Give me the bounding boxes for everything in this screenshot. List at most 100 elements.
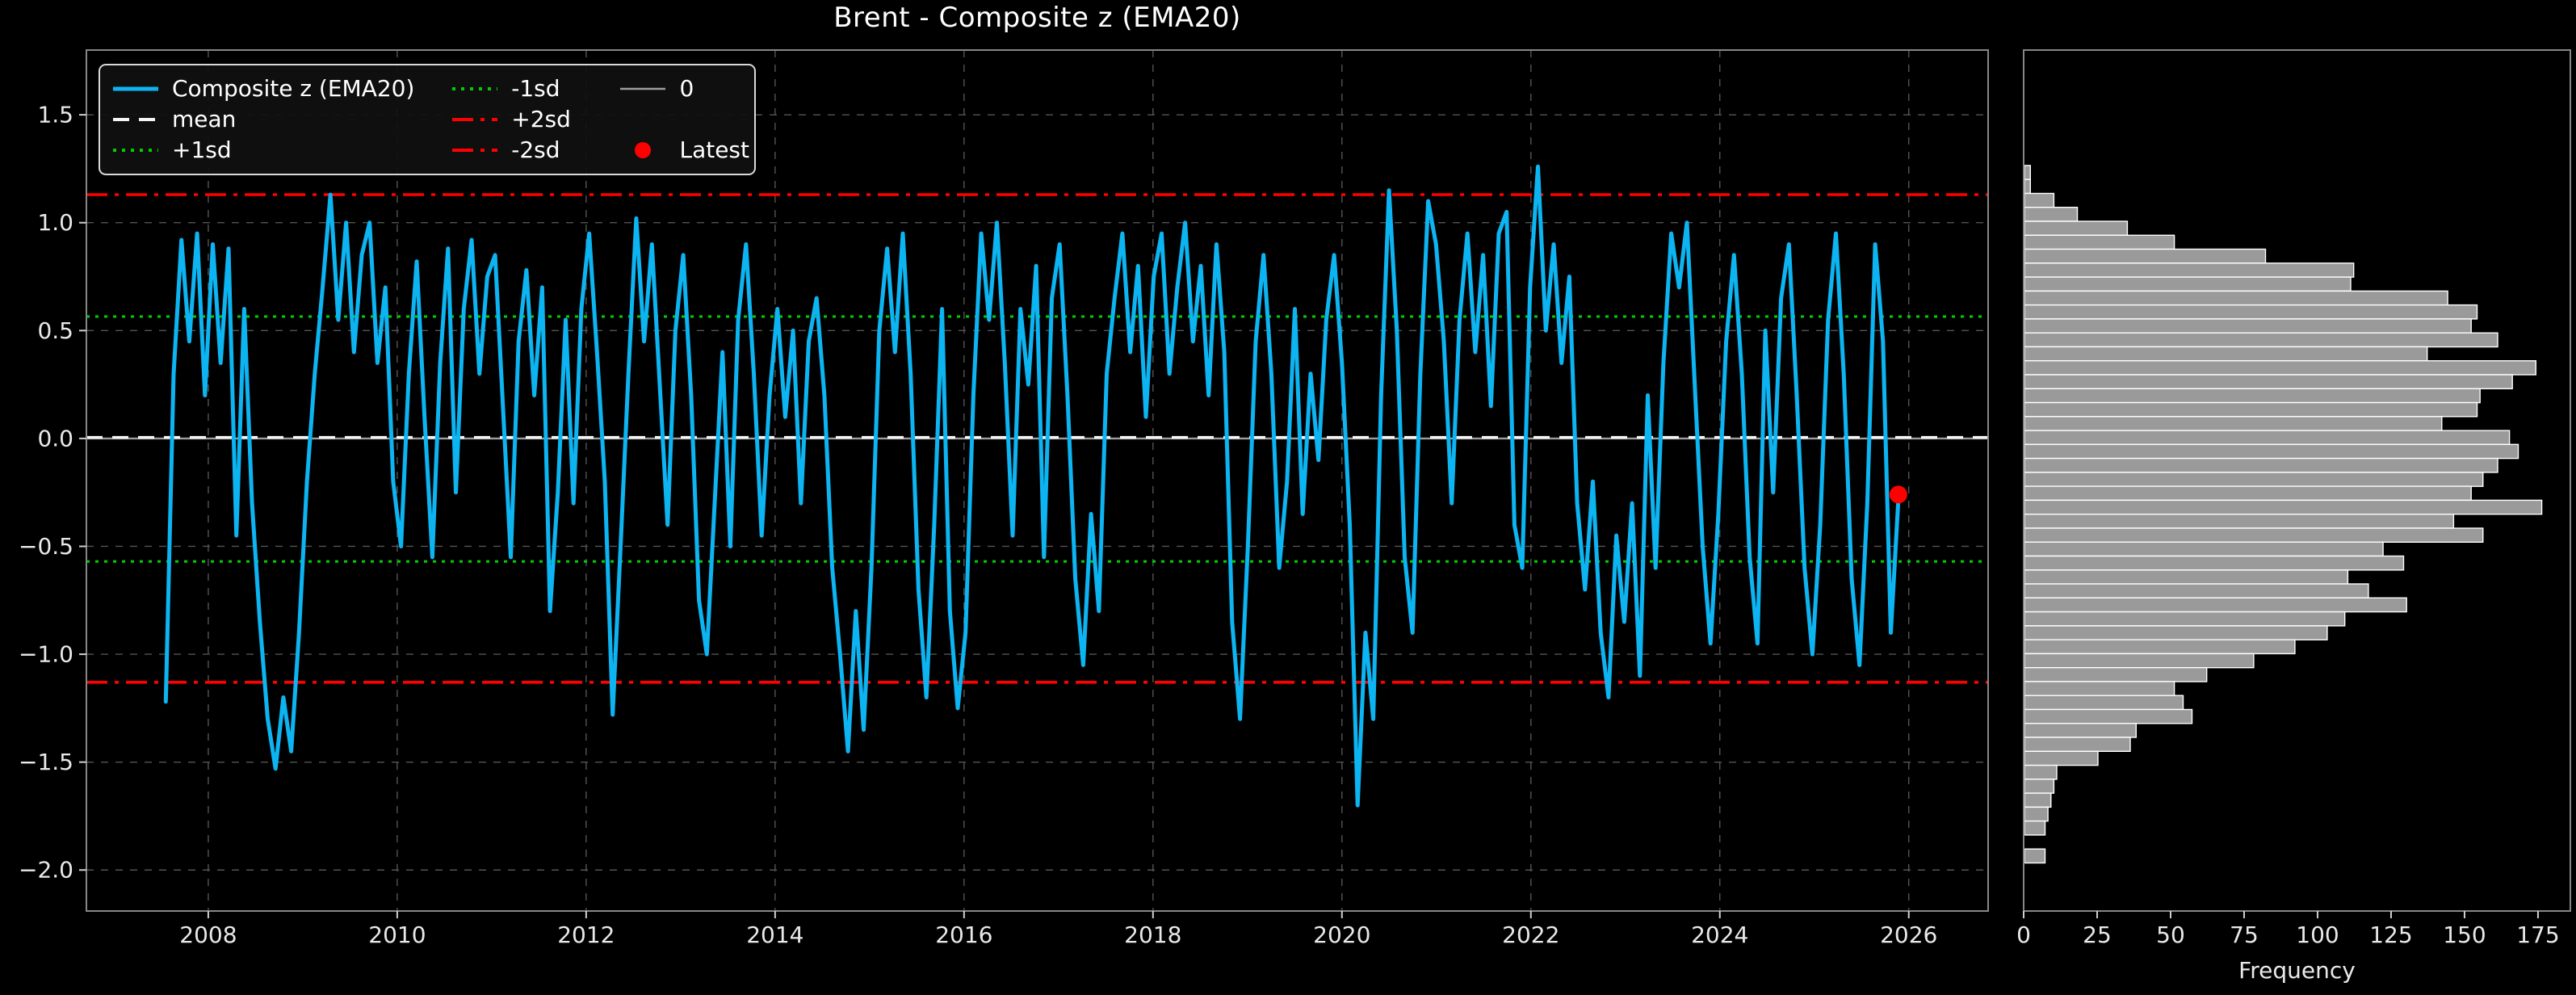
x-tick-label: 2008 (179, 922, 237, 948)
legend-line-swatch-icon (113, 118, 158, 121)
legend-column: -1sd +2sd -2sd (451, 73, 619, 166)
histogram-bar (2024, 388, 2481, 404)
histogram-bar (2024, 346, 2428, 362)
y-tick-label: 0.5 (37, 317, 73, 344)
histogram-bar (2024, 207, 2079, 222)
y-tick-label: −1.0 (19, 641, 73, 668)
histogram-bar (2024, 165, 2032, 180)
legend-marker-icon (635, 142, 652, 158)
x-tick-label: 2012 (557, 922, 615, 948)
legend: Composite z (EMA20) mean +1sd -1sd +2sd -2sd 0… (99, 64, 756, 175)
y-tick-label: 0.0 (37, 425, 73, 451)
legend-entry: 0 (619, 73, 749, 104)
x-tick-label: 2022 (1502, 922, 1559, 948)
histogram-bar (2024, 583, 2369, 598)
y-axis-ticks: 1.5 1.0 0.5 0.0 −0.5 −1.0 −1.5 −2.0 (19, 102, 86, 884)
legend-line-swatch-icon (113, 86, 158, 91)
x-tick-label: 2024 (1691, 922, 1748, 948)
hist-axes-frame (2023, 49, 2571, 912)
histogram-bar (2024, 443, 2519, 460)
latest-point (1889, 485, 1907, 504)
main-plot: 2008 2010 2012 2014 2016 2018 2020 2022 2024 2026… (19, 49, 1989, 948)
grid (86, 50, 1988, 911)
y-tick-label: 1.0 (37, 209, 73, 236)
histogram-bar (2024, 178, 2032, 195)
histogram-bar (2024, 764, 2058, 780)
latest-marker-icon (635, 142, 652, 158)
histogram-bar (2024, 639, 2296, 655)
histogram-plot: 0 25 50 75 100 125 150 175 Frequency (2016, 49, 2571, 984)
legend-label: -2sd (511, 136, 560, 163)
legend-entry: +2sd (451, 104, 619, 135)
histogram-bar (2024, 248, 2267, 264)
legend-line-swatch-icon (452, 87, 498, 90)
legend-column: Composite z (EMA20) mean +1sd (111, 73, 451, 166)
x-tick-label: 2026 (1880, 922, 1937, 948)
histogram-bar (2024, 820, 2046, 836)
y-tick-label: −1.5 (19, 749, 73, 775)
legend-line-swatch-icon (452, 149, 498, 152)
histogram-bar (2024, 360, 2536, 376)
histogram-bar (2024, 332, 2498, 348)
x-tick-label: 50 (2156, 922, 2185, 948)
histogram-bar (2024, 527, 2484, 543)
legend-label: mean (172, 106, 237, 132)
legend-entry: +1sd (111, 135, 451, 166)
legend-entry: -1sd (451, 73, 619, 104)
histogram-bar (2024, 416, 2443, 431)
histogram-bar (2024, 737, 2131, 752)
legend-label: Latest (679, 136, 749, 163)
histogram-bar (2024, 318, 2472, 334)
histogram-bar (2024, 499, 2543, 515)
legend-label: -1sd (511, 75, 560, 102)
histogram-bar (2024, 472, 2484, 487)
histogram-bar (2024, 401, 2478, 418)
chart-title: Brent - Composite z (EMA20) (833, 2, 1241, 34)
x-tick-label: 100 (2296, 922, 2339, 948)
histogram-bar (2024, 457, 2498, 473)
histogram-bar (2024, 304, 2478, 320)
histogram-bar (2024, 541, 2384, 557)
hist-xlabel-frequency: Frequency (2238, 957, 2356, 984)
legend-column: 0 Latest (619, 73, 749, 166)
histogram-bar (2024, 262, 2355, 278)
legend-label: +1sd (172, 136, 232, 163)
y-tick-label: 1.5 (37, 102, 73, 128)
histogram-bar (2024, 848, 2046, 864)
histogram-bar (2024, 792, 2052, 808)
main-axes-frame (86, 49, 1989, 912)
x-tick-label: 0 (2016, 922, 2031, 948)
histogram-bar (2024, 485, 2472, 502)
histogram-bar (2024, 234, 2175, 250)
histogram-bar (2024, 723, 2138, 738)
y-tick-label: −0.5 (19, 533, 73, 560)
histogram-bar (2024, 276, 2352, 292)
histogram-bar (2024, 653, 2255, 669)
hist-x-axis-ticks: 0 25 50 75 100 125 150 175 (2016, 911, 2560, 948)
histogram-bar (2024, 290, 2448, 306)
legend-entry: Composite z (EMA20) (111, 73, 451, 104)
histogram-bar (2024, 192, 2055, 208)
histogram-bar (2024, 430, 2511, 446)
x-tick-label: 2016 (935, 922, 992, 948)
x-tick-label: 25 (2083, 922, 2112, 948)
legend-line-swatch-icon (113, 149, 158, 152)
series-line (163, 164, 1901, 808)
histogram-bar (2024, 374, 2513, 389)
histogram-bar (2024, 681, 2175, 696)
x-axis-ticks: 2008 2010 2012 2014 2016 2018 2020 2022 2024 2026 (179, 911, 1937, 948)
legend-label: +2sd (511, 106, 571, 132)
x-tick-label: 75 (2230, 922, 2259, 948)
histogram-bar (2024, 514, 2455, 529)
x-tick-label: 150 (2443, 922, 2486, 948)
y-tick-label: −2.0 (19, 857, 73, 884)
legend-entry: Latest (619, 135, 749, 166)
histogram-bar (2024, 708, 2193, 724)
legend-entry: -2sd (451, 135, 619, 166)
histogram-bar (2024, 779, 2055, 794)
histogram-bar (2024, 611, 2346, 627)
x-tick-label: 2020 (1313, 922, 1370, 948)
histogram-bar (2024, 667, 2208, 682)
